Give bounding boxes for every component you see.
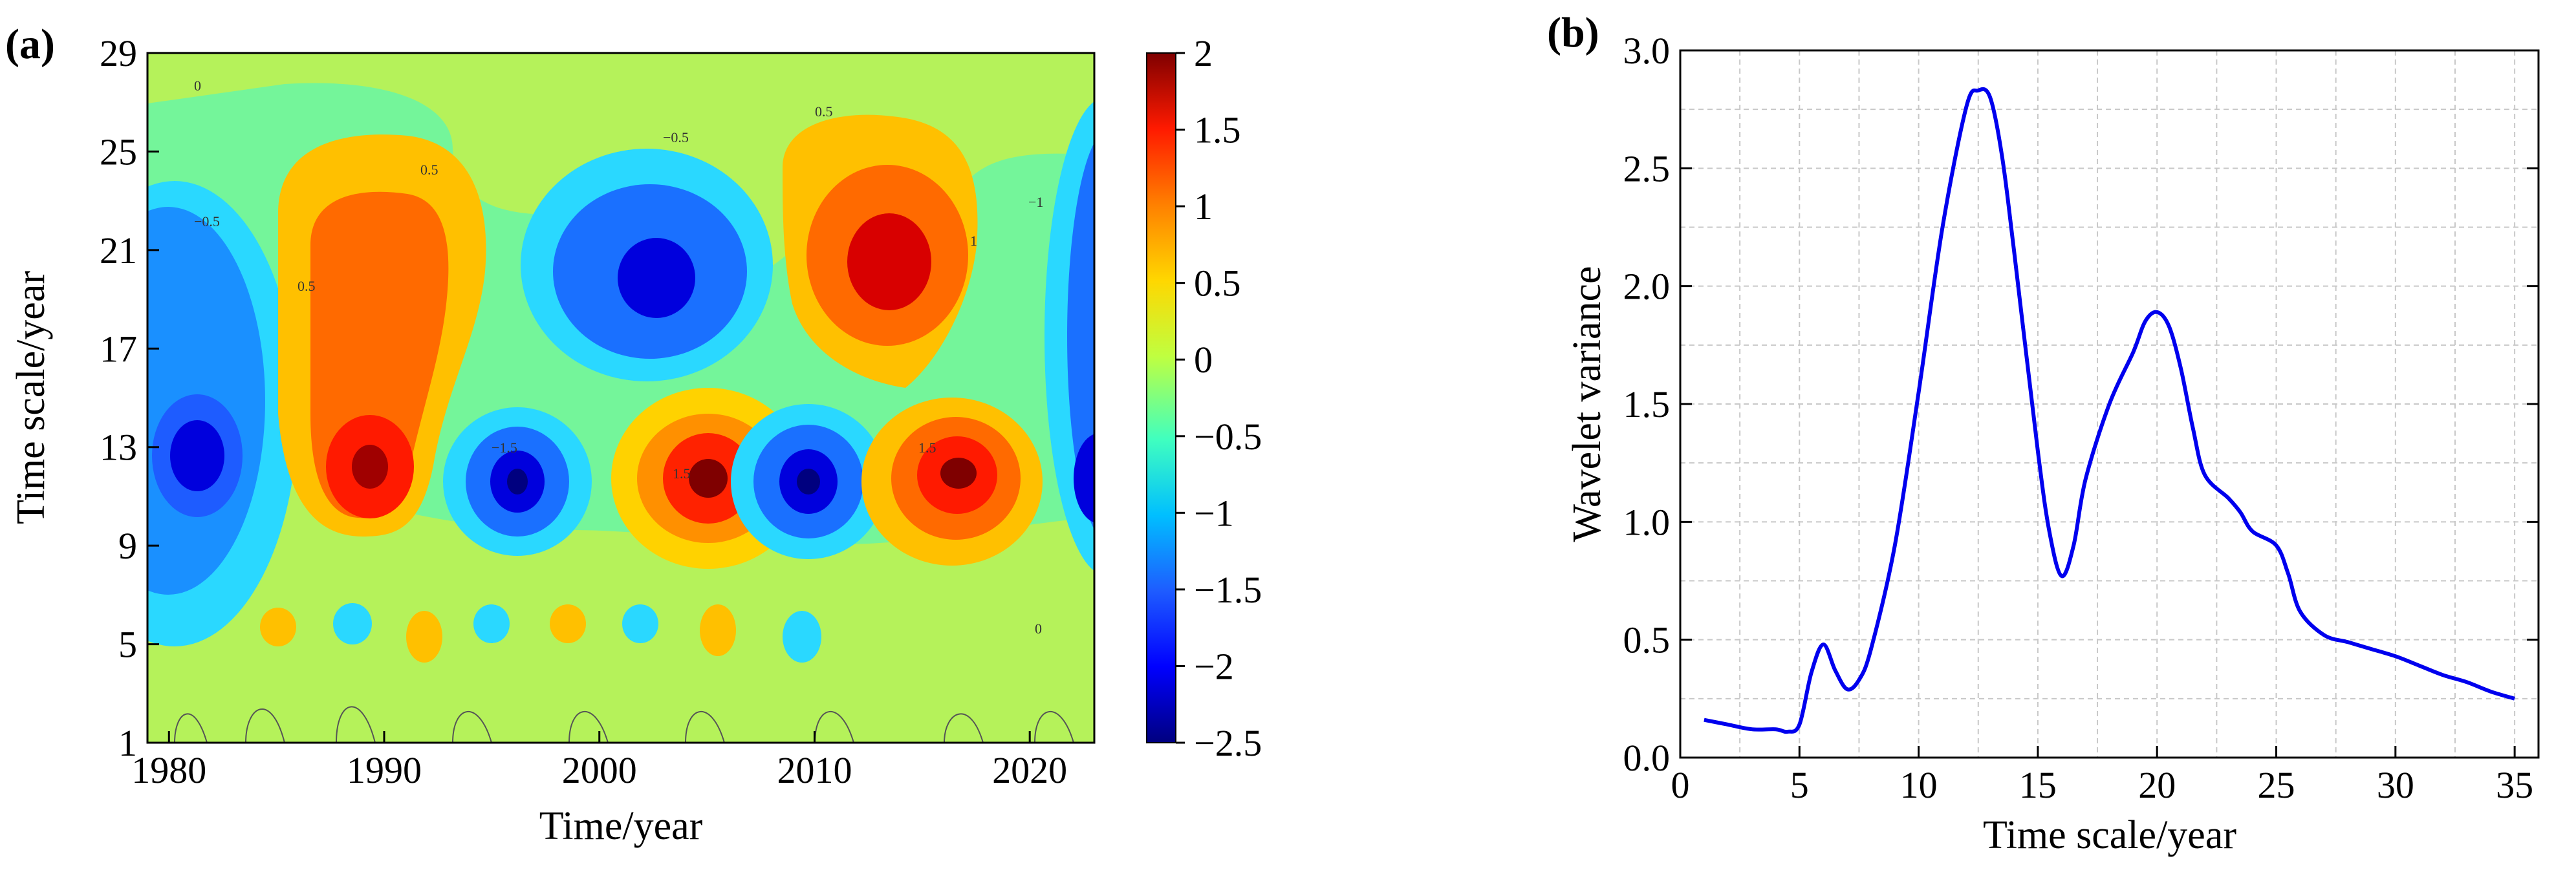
- x-tick-label: 20: [2138, 764, 2176, 806]
- colorbar-tick-label: −0.5: [1194, 416, 1262, 458]
- small-patches: [188, 601, 821, 663]
- y-tick-label: 9: [118, 525, 137, 567]
- contour-label: 0: [1035, 621, 1042, 637]
- colorbar-tick-label: −2: [1194, 645, 1234, 687]
- y-tick-label: 1: [118, 722, 137, 764]
- x-tick-label: 30: [2377, 764, 2414, 806]
- contour-label: 1: [970, 233, 977, 249]
- contour-label: 0: [194, 78, 201, 94]
- contour-lines: [174, 706, 1074, 743]
- y-tick-label: 0.5: [1623, 619, 1671, 661]
- contour-label: −0.5: [663, 129, 689, 145]
- panel-a-y-axis-title: Time scale/year: [9, 271, 53, 524]
- y-tick-label: 17: [100, 328, 137, 370]
- y-tick-label: 3.0: [1623, 30, 1671, 72]
- blob-neg-2000: [443, 149, 773, 556]
- panel-b-x-axis-title: Time scale/year: [1983, 813, 2236, 857]
- blob-neg-1980: [147, 181, 298, 646]
- contour-label: 1.5: [918, 440, 936, 456]
- x-tick-label: 2010: [777, 749, 852, 791]
- y-tick-label: 13: [100, 427, 137, 469]
- colorbar-tick-label: 1.5: [1194, 109, 1241, 151]
- x-tick-label: 1980: [131, 749, 206, 791]
- heatmap-frame: [146, 52, 1096, 744]
- blob-neg-2022: [1044, 101, 1094, 571]
- colorbar-tick-label: 1: [1194, 186, 1213, 228]
- colorbar-tick-label: −1.5: [1194, 569, 1262, 611]
- blob-neg-2008: [731, 404, 886, 559]
- contour-low-band: [147, 388, 1094, 743]
- colorbar-tick-label: 0: [1194, 339, 1213, 381]
- panel-b: (b) 0 5 10 15 20 25 30 35 0.0 0.5 1.0 1.5 2.0 2.5 3.0…: [1547, 9, 2540, 857]
- y-tick-label: 2.5: [1623, 147, 1671, 189]
- panel-a-x-axis-title: Time/year: [539, 804, 703, 848]
- colorbar-tick-label: 2: [1194, 32, 1213, 74]
- contour-label: −1.5: [492, 440, 517, 456]
- y-tick-label: 25: [100, 131, 137, 173]
- panel-a: (a): [5, 21, 1262, 848]
- panel-a-y-ticks: 1 5 9 13 17 21 25 29: [100, 32, 159, 764]
- contour-label: 0.5: [815, 103, 833, 120]
- x-tick-label: 2020: [992, 749, 1067, 791]
- x-tick-label: 15: [2019, 764, 2057, 806]
- panel-b-y-ticks: 0.0 0.5 1.0 1.5 2.0 2.5 3.0: [1623, 30, 2538, 779]
- heatmap-field: [147, 53, 1094, 743]
- x-tick-label: 5: [1790, 764, 1809, 806]
- contour-labels: 0 −0.5 0.5 0.5 −0.5 0.5 1.5 1.5 −1.5 1 0…: [194, 78, 1043, 637]
- panel-a-tag: (a): [5, 21, 55, 68]
- y-tick-label: 1.5: [1623, 383, 1671, 425]
- x-tick-label: 10: [1900, 764, 1938, 806]
- y-tick-label: 0.0: [1623, 737, 1671, 779]
- colorbar: 2 1.5 1 0.5 0 −0.5 −1 −1.5 −2 −2.5: [1146, 32, 1262, 764]
- contour-label: −0.5: [194, 213, 220, 229]
- colorbar-tick-label: −2.5: [1194, 722, 1262, 764]
- contour-label: 1.5: [673, 465, 691, 482]
- colorbar-tick-label: 0.5: [1194, 262, 1241, 304]
- y-tick-label: 21: [100, 229, 137, 271]
- wavelet-variance-line: [1704, 87, 2515, 734]
- x-tick-label: 25: [2258, 764, 2295, 806]
- blob-pos-2012: [783, 114, 1043, 566]
- x-tick-label: 0: [1671, 764, 1690, 806]
- y-tick-label: 1.0: [1623, 501, 1671, 543]
- contour-label: 0.5: [420, 162, 438, 178]
- y-tick-label: 29: [100, 32, 137, 74]
- blob-pos-1990: [278, 134, 486, 537]
- y-tick-label: 2.0: [1623, 266, 1671, 308]
- panel-a-x-ticks: 1980 1990 2000 2010 2020: [131, 731, 1067, 791]
- panel-b-y-axis-title: Wavelet variance: [1565, 266, 1609, 542]
- colorbar-ticks: 2 1.5 1 0.5 0 −0.5 −1 −1.5 −2 −2.5: [1176, 32, 1262, 764]
- x-tick-label: 1990: [347, 749, 422, 791]
- x-tick-label: 35: [2496, 764, 2533, 806]
- panel-b-tag: (b): [1547, 9, 1599, 56]
- x-tick-label: 2000: [562, 749, 637, 791]
- contour-label: 0.5: [298, 278, 316, 294]
- colorbar-gradient: [1146, 52, 1176, 743]
- contour-label: −1: [1028, 194, 1043, 210]
- panel-b-x-ticks: 0 5 10 15 20 25 30 35: [1671, 746, 2533, 806]
- y-tick-label: 5: [118, 624, 137, 666]
- colorbar-tick-label: −1: [1194, 492, 1234, 534]
